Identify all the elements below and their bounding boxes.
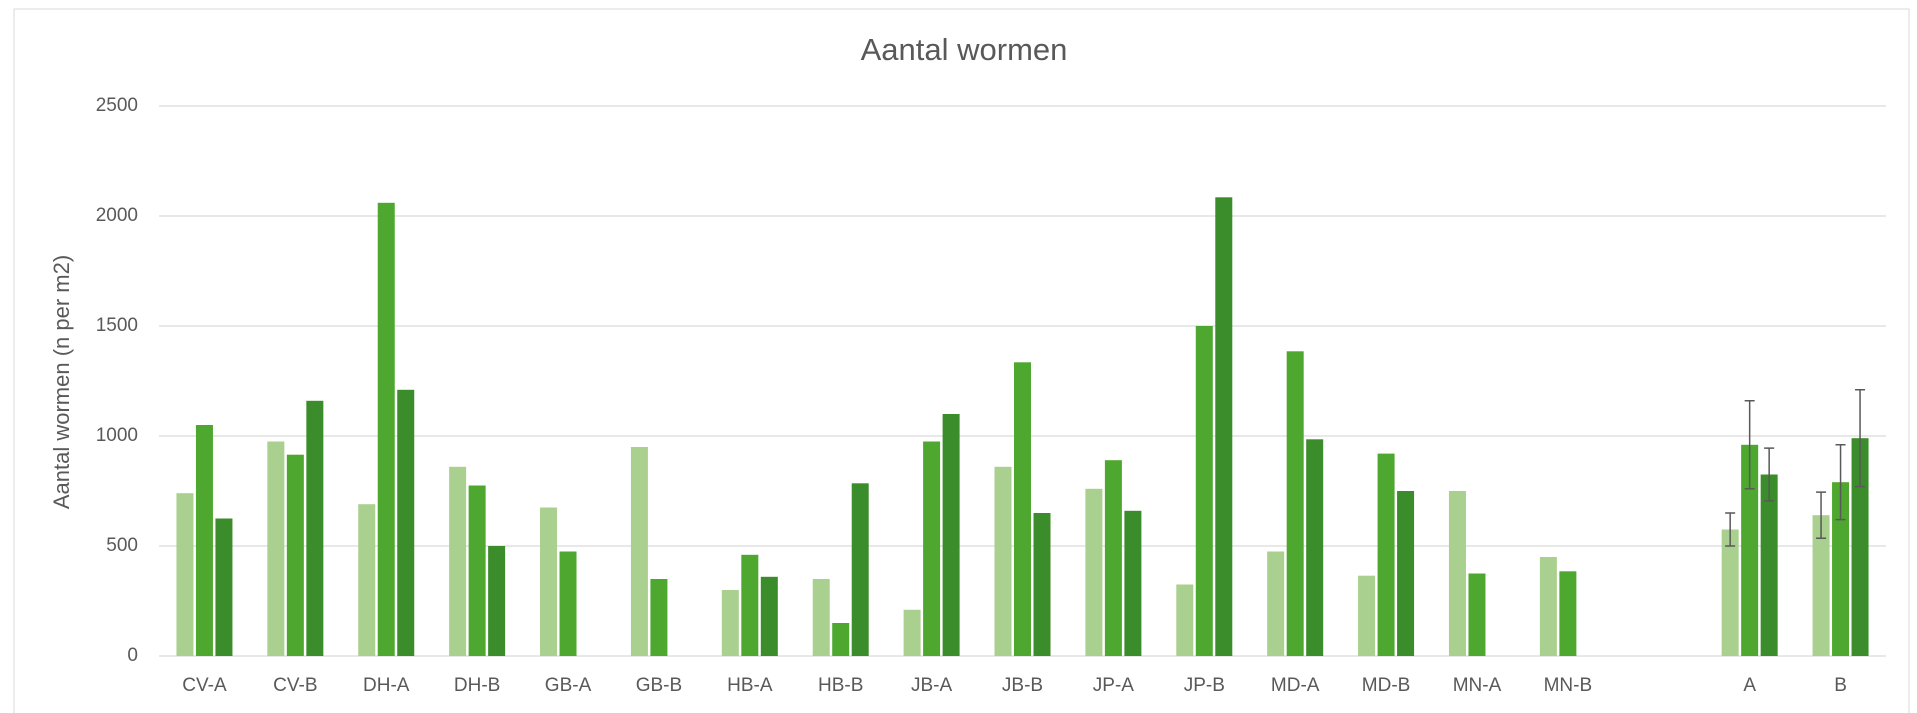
bar (994, 466, 1012, 656)
bar (812, 579, 830, 656)
bar (1176, 584, 1194, 656)
bar (1448, 491, 1466, 656)
bar (630, 447, 648, 656)
bar (923, 441, 941, 656)
x-tick-label: GB-A (545, 675, 592, 696)
bar (942, 414, 960, 656)
bar (1760, 474, 1778, 656)
bar (1741, 444, 1759, 656)
bar (1468, 573, 1486, 656)
bar (1215, 197, 1233, 657)
bar (397, 389, 415, 656)
bar (851, 483, 869, 656)
bar (1812, 515, 1830, 656)
bar (721, 590, 739, 656)
bar (1267, 551, 1285, 656)
bar (1104, 460, 1122, 656)
error-bar (1725, 512, 1736, 547)
chart-title: Aantal wormen (861, 32, 1068, 67)
y-tick-label: 1500 (96, 315, 138, 336)
y-tick-label: 2000 (96, 205, 138, 226)
x-tick-label: JP-A (1093, 675, 1135, 696)
error-bar (1835, 444, 1846, 521)
y-tick-label: 2500 (96, 95, 138, 116)
bar (1085, 488, 1103, 656)
x-tick-label: B (1834, 675, 1847, 696)
bar (832, 623, 850, 656)
x-tick-label: A (1743, 675, 1756, 696)
bar (1851, 438, 1869, 656)
y-tick-label: 0 (127, 645, 138, 666)
bar (1539, 557, 1557, 656)
x-tick-label: GB-B (636, 675, 682, 696)
bar (741, 554, 759, 656)
x-tick-label: HB-B (818, 675, 863, 696)
x-tick-label: JP-B (1184, 675, 1225, 696)
x-tick-label: DH-A (363, 675, 410, 696)
bar (306, 400, 324, 656)
bar (559, 551, 577, 656)
bar (449, 466, 467, 656)
bar (358, 504, 376, 656)
bar (215, 518, 233, 656)
bar (377, 202, 395, 657)
bar (286, 454, 304, 656)
bar (540, 507, 558, 656)
bar (650, 579, 668, 656)
error-bar (1816, 491, 1827, 540)
x-tick-label: MD-B (1362, 675, 1411, 696)
y-tick-label: 500 (106, 535, 138, 556)
y-axis-label: Aantal wormen (n per m2) (49, 255, 74, 509)
bar (903, 609, 921, 656)
bar (195, 425, 213, 656)
x-tick-label: HB-A (727, 675, 773, 696)
bar (1358, 575, 1376, 656)
bar (1832, 482, 1850, 656)
bar (488, 546, 506, 656)
x-tick-label: JB-A (911, 675, 953, 696)
bar (760, 576, 778, 656)
bar (1559, 571, 1577, 656)
x-tick-label: CV-A (182, 675, 227, 696)
bar (1124, 510, 1142, 656)
bar (1286, 351, 1304, 656)
x-tick-label: MN-A (1453, 675, 1502, 696)
x-tick-label: DH-B (454, 675, 500, 696)
bar (1397, 491, 1415, 656)
bar (1377, 453, 1395, 656)
bar (1033, 513, 1051, 656)
error-bar (1764, 447, 1775, 502)
error-bar (1744, 400, 1755, 490)
error-bar (1855, 389, 1866, 488)
chart-border (13, 8, 1910, 713)
y-tick-label: 1000 (96, 425, 138, 446)
bar (267, 441, 285, 656)
x-tick-label: MD-A (1271, 675, 1320, 696)
bar (1014, 362, 1031, 656)
bar (468, 485, 486, 656)
x-tick-label: CV-B (273, 675, 317, 696)
bar (176, 493, 194, 656)
bar (1195, 326, 1213, 656)
bar (1306, 439, 1324, 656)
bar (1721, 529, 1739, 656)
x-tick-label: JB-B (1002, 675, 1043, 696)
x-tick-label: MN-B (1544, 675, 1593, 696)
